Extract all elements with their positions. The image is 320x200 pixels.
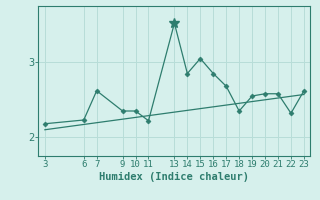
X-axis label: Humidex (Indice chaleur): Humidex (Indice chaleur)	[100, 172, 249, 182]
